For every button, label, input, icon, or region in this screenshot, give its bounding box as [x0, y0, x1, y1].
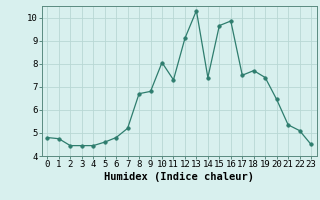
X-axis label: Humidex (Indice chaleur): Humidex (Indice chaleur): [104, 172, 254, 182]
